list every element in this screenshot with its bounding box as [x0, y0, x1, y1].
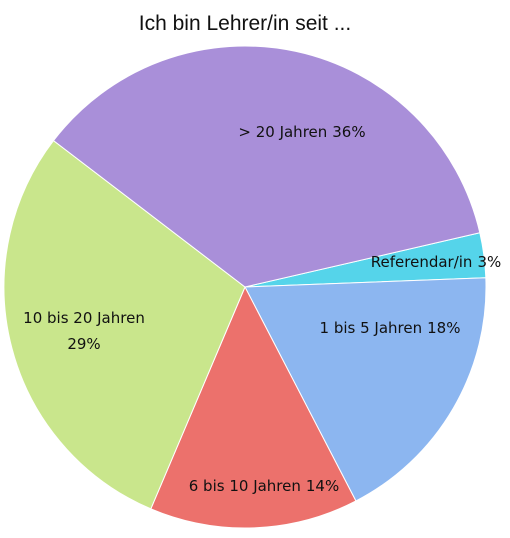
- pie-slice: [52, 45, 481, 288]
- slice-label: 10 bis 20 Jahren 29%: [23, 309, 145, 353]
- slice-category: 10 bis 20 Jahren: [23, 309, 145, 327]
- slice-label: > 20 Jahren 36%: [238, 123, 365, 141]
- slice-value: 18%: [427, 319, 460, 337]
- slice-category: > 20 Jahren: [238, 123, 327, 141]
- slice-value: 3%: [477, 253, 501, 271]
- pie-slice: [244, 277, 487, 502]
- slice-label: Referendar/in 3%: [371, 253, 501, 271]
- pie-labels: Referendar/in 3% 1 bis 5 Jahren 18% 6 bis 10…: [23, 123, 501, 495]
- slice-category: Referendar/in: [371, 253, 473, 271]
- pie: [3, 45, 487, 529]
- slice-label: 1 bis 5 Jahren 18%: [320, 319, 461, 337]
- slice-value: 14%: [306, 477, 339, 495]
- slice-value: 29%: [67, 335, 100, 353]
- slice-category: 6 bis 10 Jahren: [189, 477, 301, 495]
- slice-category: 1 bis 5 Jahren: [320, 319, 423, 337]
- pie-slice: [150, 285, 357, 529]
- slice-value: 36%: [332, 123, 365, 141]
- pie-slice: [3, 139, 246, 510]
- chart-title: Ich bin Lehrer/in seit ...: [139, 12, 351, 35]
- slice-label: 6 bis 10 Jahren 14%: [189, 477, 339, 495]
